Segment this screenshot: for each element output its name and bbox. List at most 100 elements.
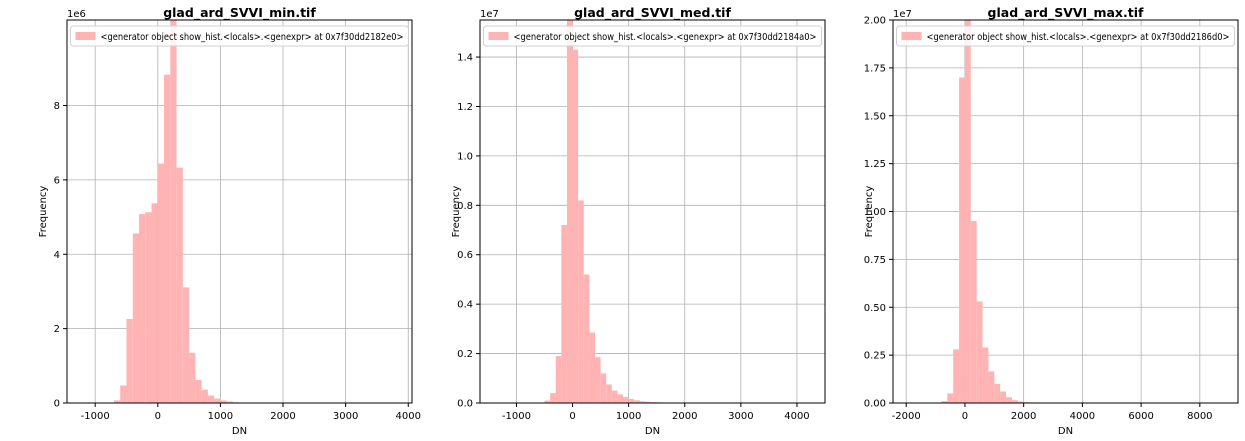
chart-panel-2: -1000 0 1000 2000 3000 4000 0.0 0.2 0.4 0.6 0.8 1.0… <box>451 5 826 437</box>
y-tick-label: 0.4 <box>457 300 473 311</box>
y-tick-label: 1.2 <box>457 102 473 113</box>
legend: <generator object show_hist.<locals>.<ge… <box>483 25 822 47</box>
histogram-bar <box>959 77 965 403</box>
histogram-bar <box>583 274 590 403</box>
x-tick-label: -1000 <box>81 411 110 422</box>
x-axis-label: DN <box>645 426 660 437</box>
legend-label: <generator object show_hist.<locals>.<ge… <box>927 32 1230 43</box>
histogram-bar <box>139 214 146 403</box>
axis-multiplier: 1e6 <box>67 9 86 20</box>
histogram-bar <box>544 400 551 403</box>
histogram-bar <box>226 401 233 403</box>
y-axis-label: Frequency <box>864 186 875 238</box>
axis-multiplier: 1e7 <box>893 9 912 20</box>
histogram-bar <box>561 225 567 403</box>
histogram-bar <box>589 332 595 403</box>
y-tick-label: 0.0 <box>457 399 473 410</box>
histogram-bar <box>611 390 618 403</box>
histogram-bar <box>157 163 165 403</box>
axis-multiplier: 1e7 <box>480 9 499 20</box>
legend-label: <generator object show_hist.<locals>.<ge… <box>101 32 404 43</box>
y-tick-label: 1.25 <box>864 159 886 170</box>
x-tick-label: 0 <box>155 411 161 422</box>
y-tick-label: 0.6 <box>457 250 473 261</box>
legend-box <box>896 25 1235 47</box>
y-tick-label: 0.75 <box>864 255 886 266</box>
histogram-bar <box>645 401 652 403</box>
histogram-bar <box>953 349 960 403</box>
x-tick-label: 3000 <box>728 411 753 422</box>
legend-label: <generator object show_hist.<locals>.<ge… <box>514 32 817 43</box>
chart-title: glad_ard_SVVI_max.tif <box>988 5 1144 21</box>
x-tick-label: 1000 <box>616 411 641 422</box>
x-tick-label: 0 <box>962 411 968 422</box>
histogram-bar <box>982 347 989 403</box>
y-tick-label: 0.25 <box>864 351 886 362</box>
x-tick-label: 8000 <box>1187 411 1212 422</box>
y-tick-label: 1.00 <box>864 207 886 218</box>
legend: <generator object show_hist.<locals>.<ge… <box>896 25 1235 47</box>
chart-title: glad_ard_SVVI_min.tif <box>163 5 316 21</box>
y-tick-label: 0.8 <box>457 201 473 212</box>
histogram-bar <box>628 399 635 403</box>
histogram-bar <box>970 221 977 403</box>
y-tick-label: 8 <box>54 101 60 112</box>
histogram-bar <box>214 398 221 403</box>
histogram-bar <box>170 20 177 403</box>
histogram-bar <box>639 401 646 403</box>
histogram-bar <box>145 212 152 403</box>
x-tick-label: 2000 <box>1011 411 1036 422</box>
histogram-bar <box>617 394 624 403</box>
y-tick-label: 0.00 <box>864 399 886 410</box>
histogram-bar <box>220 400 227 403</box>
histogram-bar <box>126 318 133 403</box>
x-tick-label: 6000 <box>1128 411 1153 422</box>
x-tick-label: 4000 <box>1070 411 1095 422</box>
histogram-bar <box>113 400 121 403</box>
y-tick-label: 0 <box>54 399 60 410</box>
histogram-bar <box>164 74 171 403</box>
x-tick-label: 0 <box>569 411 575 422</box>
histogram-bar <box>566 20 573 403</box>
histogram-bar <box>151 203 158 403</box>
histogram-bar <box>572 49 579 403</box>
histogram-bar <box>600 373 607 403</box>
y-axis-label: Frequency <box>451 186 462 238</box>
x-tick-label: 2000 <box>672 411 697 422</box>
legend-box <box>70 25 409 47</box>
x-tick-label: 4000 <box>784 411 809 422</box>
histogram-bar <box>606 384 612 403</box>
histogram-bar <box>182 287 190 403</box>
histogram-bar <box>988 371 995 403</box>
histogram-bar <box>195 379 202 403</box>
histogram-bar <box>555 356 562 403</box>
y-tick-label: 0.2 <box>457 349 473 360</box>
histogram-bar <box>994 383 1001 403</box>
legend-swatch <box>488 32 509 40</box>
legend-swatch <box>75 32 96 40</box>
histogram-bar <box>623 397 629 403</box>
y-axis-label: Frequency <box>38 186 49 238</box>
histogram-bar <box>976 301 983 403</box>
y-tick-label: 1.4 <box>457 53 473 64</box>
histogram-bar <box>176 167 183 403</box>
x-tick-label: 3000 <box>333 411 358 422</box>
y-tick-label: 0.50 <box>864 303 886 314</box>
legend-swatch <box>901 32 922 40</box>
histogram-bar <box>578 200 584 403</box>
x-tick-label: 4000 <box>396 411 421 422</box>
x-tick-label: -2000 <box>892 411 921 422</box>
legend-box <box>483 25 822 47</box>
histogram-bar <box>941 401 948 403</box>
histogram-bar <box>201 389 208 403</box>
histogram-bar <box>550 393 556 403</box>
y-tick-label: 4 <box>54 250 60 261</box>
histogram-bar <box>634 400 640 403</box>
chart-title: glad_ard_SVVI_med.tif <box>574 5 731 21</box>
legend: <generator object show_hist.<locals>.<ge… <box>70 25 409 47</box>
histogram-bar <box>1011 400 1018 403</box>
histogram-bar <box>964 20 971 403</box>
x-tick-label: 2000 <box>270 411 295 422</box>
chart-panel-1: -1000 0 1000 2000 3000 4000 0 2 4 6 8 1e6 glad_ard_S… <box>38 5 421 437</box>
histogram-bar <box>120 385 127 403</box>
